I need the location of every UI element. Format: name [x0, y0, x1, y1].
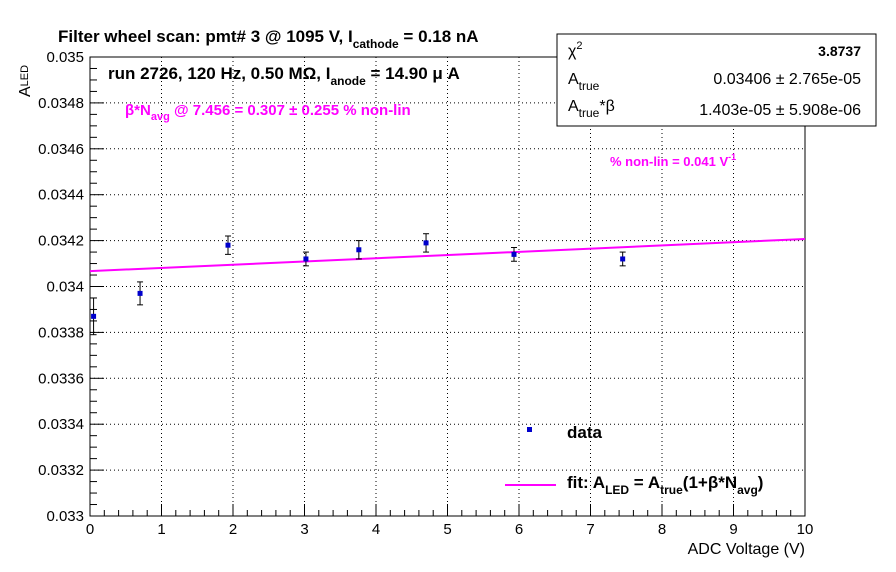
data-point [423, 240, 429, 246]
y-tick-label: 0.0332 [38, 462, 84, 479]
chi2-sup: 2 [576, 40, 582, 52]
y-tick-label: 0.0334 [38, 416, 84, 433]
chi2-label: χ2 [568, 40, 583, 60]
grid [90, 57, 805, 516]
y-tick-label: 0.0342 [38, 233, 84, 250]
title-suffix: = 0.18 nA [399, 27, 479, 46]
stats-box-frame [556, 33, 877, 127]
y-tick-label: 0.0348 [38, 95, 84, 112]
x-tick-label: 5 [443, 521, 451, 538]
legend-fit-label: fit: ALED = Atrue(1+β*Navg) [567, 473, 763, 497]
run-info-prefix: run 2726, 120 Hz, 0.50 MΩ, I [108, 64, 330, 83]
x-tick-label: 1 [157, 521, 165, 538]
data-points [90, 233, 626, 336]
x-axis-label: ADC Voltage (V) [688, 541, 805, 558]
nonlin-annotation: % non-lin = 0.041 V-1 [610, 152, 736, 169]
stats-box: χ2 3.8737 Atrue 0.03406 ± 2.765e-05 Atru… [556, 33, 877, 127]
legend-data-label: data [567, 423, 603, 442]
data-point [303, 256, 309, 262]
x-tick-label: 2 [229, 521, 237, 538]
atrue-beta-label: Atrue*β [568, 98, 615, 120]
x-tick-label: 3 [300, 521, 308, 538]
atrue-beta-post: *β [599, 98, 614, 115]
title-sub: cathode [353, 37, 399, 51]
title-prefix: Filter wheel scan: pmt# 3 @ 1095 V, I [58, 27, 353, 46]
y-tick-label: 0.033 [46, 508, 84, 525]
run-info-sub: anode [330, 74, 366, 88]
y-tick-label: 0.0338 [38, 324, 84, 341]
beta-navg-post: @ 7.456 = 0.307 ± 0.255 % non-lin [170, 102, 411, 119]
beta-navg-pre: β*N [125, 102, 151, 119]
y-tick-label: 0.0344 [38, 187, 84, 204]
x-tick-label: 7 [586, 521, 594, 538]
chi2-value: 3.8737 [818, 43, 861, 59]
beta-navg-sub: avg [151, 111, 170, 123]
plot-title: Filter wheel scan: pmt# 3 @ 1095 V, Icat… [58, 27, 479, 51]
nonlin-pre: % non-lin = 0.041 V [610, 154, 728, 169]
nonlin-sup: -1 [728, 152, 736, 162]
data-point [91, 313, 97, 319]
x-tick-label: 4 [372, 521, 380, 538]
data-point [356, 247, 362, 253]
data-point [137, 290, 143, 296]
x-tick-label: 8 [658, 521, 666, 538]
atrue-beta-sub: true [579, 106, 600, 120]
axes: 0 1 2 3 4 5 6 7 8 9 10 0.033 0.0332 0.0334 0.0336 0.033… [38, 49, 813, 538]
fit-line-group [89, 237, 806, 273]
run-info: run 2726, 120 Hz, 0.50 MΩ, Ianode = 14.9… [108, 64, 460, 88]
data-point [620, 256, 626, 262]
y-tick-label: 0.034 [46, 279, 84, 296]
x-tick-label: 6 [515, 521, 523, 538]
fit-line [89, 237, 806, 273]
atrue-beta-value: 1.403e-05 ± 5.908e-06 [699, 102, 861, 119]
data-point [225, 242, 231, 248]
beta-navg-annotation: β*Navg @ 7.456 = 0.307 ± 0.255 % non-lin [125, 102, 411, 123]
y-tick-label: 0.035 [46, 49, 84, 66]
y-tick-label: 0.0346 [38, 141, 84, 158]
legend: data fit: ALED = Atrue(1+β*Navg) [505, 423, 763, 497]
run-info-suffix: = 14.90 μ A [366, 64, 460, 83]
x-tick-label: 9 [729, 521, 737, 538]
x-tick-label: 0 [86, 521, 94, 538]
x-tick-label: 10 [797, 521, 814, 538]
atrue-label: Atrue [568, 71, 600, 93]
data-point [511, 251, 517, 257]
y-tick-label: 0.0336 [38, 370, 84, 387]
atrue-sub: true [579, 79, 600, 93]
legend-data-marker [527, 427, 532, 432]
atrue-value: 0.03406 ± 2.765e-05 [713, 71, 861, 88]
y-axis-label: ALED [17, 65, 34, 97]
